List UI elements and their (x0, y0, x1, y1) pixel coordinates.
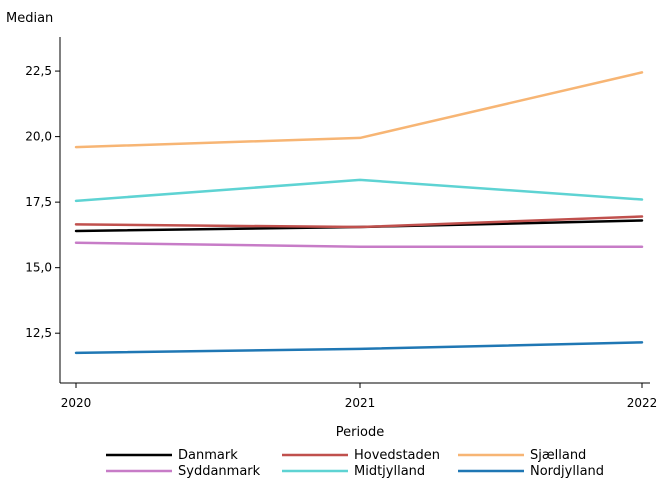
y-tick-label: 15,0 (25, 261, 52, 275)
series-line-hovedstaden (74, 215, 644, 229)
series-line-sjælland (74, 71, 644, 149)
legend-label: Hovedstaden (354, 448, 440, 463)
series-lines (74, 71, 644, 355)
x-ticks: 2020 2021 2022 (61, 383, 658, 410)
y-axis-title: Median (6, 11, 53, 26)
legend: Danmark Hovedstaden Sjælland Syddanmark Midt… (106, 448, 604, 479)
y-ticks: 12,5 15,0 17,5 20,0 22,5 (25, 64, 60, 340)
series-line-midtjylland (74, 178, 644, 203)
x-tick-label: 2022 (627, 396, 658, 410)
legend-label: Sjælland (530, 448, 586, 463)
x-axis-title: Periode (336, 425, 385, 440)
legend-label: Syddanmark (178, 464, 261, 479)
series-line-syddanmark (74, 241, 644, 248)
x-tick-label: 2021 (345, 396, 376, 410)
y-tick-label: 20,0 (25, 130, 52, 144)
x-tick-label: 2020 (61, 396, 92, 410)
legend-label: Midtjylland (354, 464, 425, 479)
legend-label: Nordjylland (530, 464, 604, 479)
y-tick-label: 17,5 (25, 195, 52, 209)
series-line-nordjylland (74, 341, 644, 355)
legend-label: Danmark (178, 448, 238, 463)
y-tick-label: 12,5 (25, 326, 52, 340)
y-tick-label: 22,5 (25, 64, 52, 78)
